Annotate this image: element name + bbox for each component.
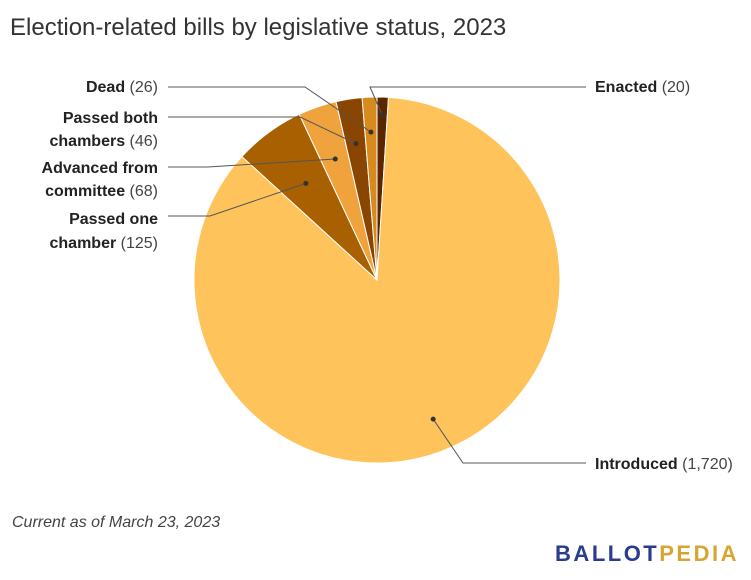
leader-dot-enacted xyxy=(379,112,385,118)
slice-label-passed-one: Passed one chamber (125) xyxy=(50,211,159,252)
logo-part-ballot: BALLOT xyxy=(555,541,660,566)
slice-labels: Enacted (20) Introduced (1,720) Passed one… xyxy=(42,79,733,473)
slice-label-name: Enacted xyxy=(595,79,657,96)
slice-label-name: Introduced xyxy=(595,456,678,473)
leader-line-passed-both xyxy=(168,116,357,145)
leader-dot-passed-both xyxy=(353,141,359,147)
slice-label-name-2: chambers xyxy=(50,133,126,150)
logo-part-pedia: PEDIA xyxy=(659,541,739,566)
slice-label-name-2: chamber xyxy=(50,235,117,252)
chart-title: Election-related bills by legislative st… xyxy=(10,14,507,41)
leader-lines xyxy=(168,86,586,464)
leader-dot-passed-one xyxy=(303,180,309,186)
leader-line-dead xyxy=(168,86,372,133)
slice-label-count: (1,720) xyxy=(678,456,733,473)
slice-label-name: Passed one xyxy=(69,211,158,228)
slice-label-dead: Dead (26) xyxy=(86,79,158,96)
ballotpedia-logo[interactable]: BALLOTPEDIA xyxy=(555,541,739,567)
leader-line-enacted xyxy=(369,86,586,116)
slice-label-enacted: Enacted (20) xyxy=(595,79,690,96)
slice-label-count: (20) xyxy=(657,79,690,96)
slice-label-count: (26) xyxy=(125,79,158,96)
pie-slices xyxy=(193,96,561,464)
slice-label-name: Advanced from xyxy=(42,160,158,177)
leader-line-advanced xyxy=(168,158,336,168)
slice-label-introduced: Introduced (1,720) xyxy=(595,456,733,473)
leader-dot-introduced xyxy=(430,416,436,422)
pie-slice-dead[interactable] xyxy=(361,96,378,281)
slice-label-count: (125) xyxy=(116,235,158,252)
slice-label-count: (68) xyxy=(125,183,158,200)
leader-dot-dead xyxy=(368,129,374,135)
footnote: Current as of March 23, 2023 xyxy=(12,514,221,531)
slice-label-name: Passed both xyxy=(63,110,158,127)
leader-line-passed-one xyxy=(168,182,307,217)
leader-dot-advanced xyxy=(332,156,338,162)
pie-slice-introduced[interactable] xyxy=(193,96,561,464)
slice-label-count: (46) xyxy=(125,133,158,150)
slice-label-name: Dead xyxy=(86,79,125,96)
slice-label-name-2: committee xyxy=(45,183,125,200)
leader-line-introduced xyxy=(432,418,586,464)
slice-label-passed-both: Passed both chambers (46) xyxy=(50,110,159,150)
slice-label-advanced: Advanced from committee (68) xyxy=(42,160,158,200)
